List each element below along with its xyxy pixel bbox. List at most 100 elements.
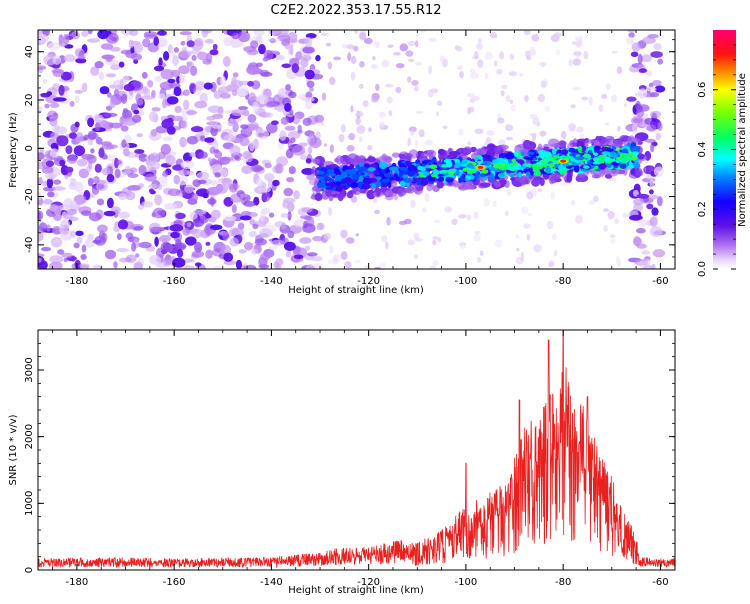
spectrogram-cell: [241, 165, 253, 175]
spectrogram-cell: [244, 241, 253, 251]
spectrogram-cell: [304, 37, 313, 48]
spectrogram-cell: [87, 30, 93, 35]
spectrogram-cell: [381, 235, 388, 243]
spectrogram-cell: [275, 163, 284, 174]
spectrogram-cell: [118, 211, 130, 219]
spectrogram-cell: [572, 41, 577, 45]
spectrogram-x-tick-label: -100: [455, 276, 478, 287]
spectrogram-cell: [229, 183, 238, 193]
spectrogram-cell: [206, 121, 220, 126]
spectrogram-cell: [469, 98, 476, 104]
spectrogram-cell: [268, 245, 278, 250]
snr-x-tick-label: -140: [260, 577, 283, 588]
spectrogram-cell: [632, 117, 643, 124]
spectrogram-y-tick-label: 40: [24, 45, 35, 58]
spectrogram-cell: [291, 144, 306, 156]
spectrogram-cell: [462, 167, 468, 172]
spectrogram-cell: [389, 177, 396, 181]
spectrogram-cell: [644, 258, 651, 266]
spectrogram-cell: [80, 254, 87, 260]
spectrogram-cell: [370, 64, 378, 69]
spectrogram-cell: [523, 223, 531, 229]
spectrogram-cell: [436, 180, 444, 189]
spectrogram-cell: [53, 205, 62, 216]
spectrogram-cell: [499, 179, 507, 185]
spectrogram-cell: [637, 53, 643, 65]
spectrogram-cell: [52, 186, 66, 191]
spectrogram-cell: [492, 200, 497, 208]
spectrogram-cell: [518, 166, 527, 170]
spectrogram-cell: [60, 71, 72, 81]
colorbar-tick-label: 0.4: [697, 142, 708, 158]
spectrogram-cell: [406, 170, 416, 177]
spectrogram-frame: [37, 29, 676, 270]
spectrogram-cell: [321, 121, 324, 127]
spectrogram-cell: [403, 177, 412, 183]
spectrogram-cell: [65, 166, 74, 173]
spectrogram-cell: [591, 174, 602, 179]
spectrogram-cell: [499, 51, 505, 60]
spectrogram-cell: [522, 163, 530, 167]
spectrogram-cell: [653, 166, 665, 177]
spectrogram-cell: [630, 51, 639, 57]
spectrogram-cell: [93, 176, 100, 184]
spectrogram-cell: [293, 254, 304, 260]
spectrogram-cell: [358, 166, 367, 173]
spectrogram-cell: [237, 31, 251, 43]
spectrogram-cell: [340, 229, 348, 239]
spectrogram-cell: [325, 42, 332, 47]
spectrogram-cell: [513, 152, 519, 157]
spectrogram-cell: [312, 235, 324, 242]
spectrogram-cell: [52, 97, 67, 102]
spectrogram-cell: [610, 238, 616, 244]
spectrogram-cell: [312, 158, 320, 165]
spectrogram-cell: [456, 65, 463, 70]
spectrogram-cell: [87, 233, 94, 240]
spectrogram-cell: [202, 192, 209, 199]
spectrogram-cell: [420, 178, 429, 186]
spectrogram-cell: [429, 265, 437, 269]
spectrogram-cell: [461, 173, 466, 179]
spectrogram-cell: [179, 136, 187, 148]
spectrogram-cell: [452, 168, 457, 172]
spectrogram-cell: [536, 122, 541, 127]
spectrogram-cell: [655, 132, 661, 141]
spectrogram-cell: [529, 113, 538, 120]
spectrogram-cell: [280, 213, 289, 218]
spectrogram-cell: [39, 92, 51, 98]
spectrogram-cell: [99, 86, 110, 95]
spectrogram-cell: [645, 70, 653, 77]
spectrogram-cell: [428, 37, 437, 43]
spectrogram-cell: [649, 189, 654, 195]
spectrogram-cell: [358, 83, 364, 89]
spectrogram-cell: [183, 99, 190, 110]
spectrogram-cell: [407, 137, 411, 147]
spectrogram-cell: [41, 246, 51, 252]
spectrogram-cell: [287, 131, 301, 139]
spectrogram-cell: [210, 180, 219, 186]
spectrogram-cell: [38, 253, 45, 258]
spectrogram-cell: [545, 167, 552, 174]
spectrogram-cell: [252, 101, 260, 113]
spectrogram-cell: [160, 69, 174, 80]
spectrogram-cell: [212, 43, 218, 51]
spectrogram-cell: [350, 105, 354, 113]
spectrogram-cell: [285, 250, 292, 258]
spectrogram-cell: [415, 110, 424, 114]
spectrogram-cell: [63, 197, 73, 208]
spectrogram-cell: [652, 79, 662, 87]
spectrogram-cell: [649, 216, 658, 227]
spectrogram-cell: [94, 163, 102, 173]
spectrogram-cell: [445, 176, 454, 183]
spectrogram-cell: [432, 239, 437, 246]
spectrogram-cell: [615, 255, 620, 265]
spectrogram-cell: [186, 170, 195, 176]
spectrogram-cell: [581, 96, 589, 101]
spectrogram-cell: [178, 169, 190, 176]
spectrogram-cell: [90, 148, 95, 154]
spectrogram-cell: [267, 37, 281, 44]
spectrogram-cell: [593, 152, 599, 156]
spectrogram-cell: [62, 214, 74, 220]
spectrogram-cell: [386, 216, 391, 226]
